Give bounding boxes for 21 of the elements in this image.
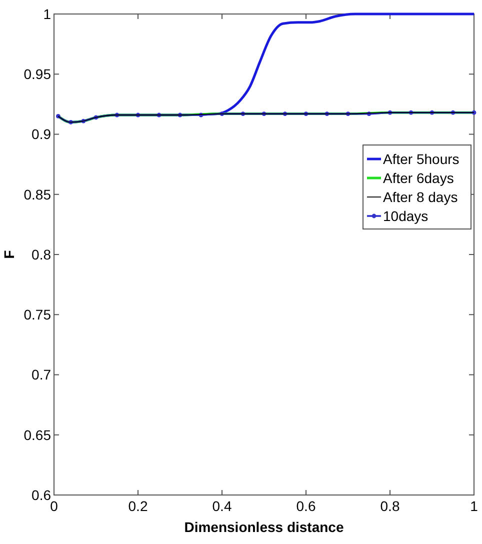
y-tick-label: 0.85 (24, 186, 52, 202)
y-tick-label: 0.7 (32, 366, 52, 383)
y-tick-label: 0.8 (32, 246, 52, 262)
x-tick-label: 0.4 (212, 498, 232, 514)
legend-label: After 6days (383, 170, 454, 186)
x-tick-label: 0 (50, 498, 58, 514)
y-tick-label: 0.65 (24, 426, 52, 443)
x-axis-title: Dimensionless distance (184, 519, 344, 535)
x-tick-label: 0.6 (296, 498, 316, 514)
y-tick-label: 0.95 (24, 66, 52, 82)
y-axis-title: F (1, 250, 17, 259)
legend-label: After 8 days (383, 188, 458, 205)
x-tick-label: 1 (470, 498, 478, 514)
x-tick-label: 0.2 (128, 498, 148, 514)
legend-label: After 5hours (383, 150, 460, 167)
y-tick-label: 0.6 (32, 486, 52, 503)
legend-label: 10days (383, 208, 428, 224)
y-tick-label: 1 (43, 6, 52, 22)
y-tick-label: 0.9 (32, 126, 52, 142)
x-tick-label: 0.8 (380, 498, 400, 514)
y-tick-label: 0.75 (24, 306, 52, 323)
